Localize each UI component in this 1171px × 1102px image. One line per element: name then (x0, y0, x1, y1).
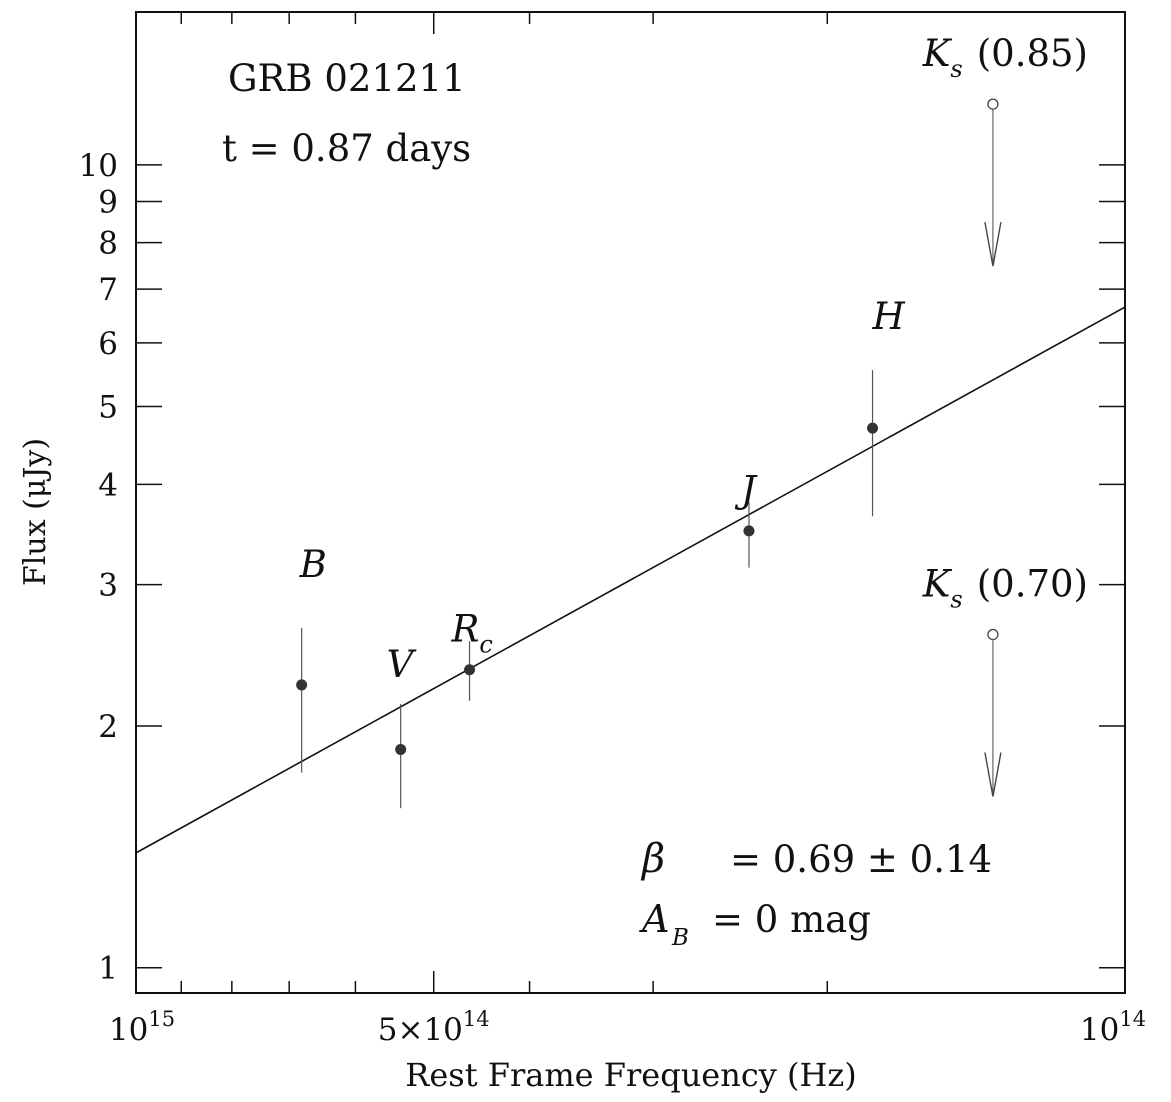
y-tick-label: 1 (98, 951, 118, 987)
upper-limit-label-1: Ks (0.85) (922, 32, 1088, 83)
data-point-r (464, 664, 476, 676)
y-tick-label: 5 (98, 390, 118, 426)
upper-limit-marker (987, 628, 999, 641)
data-point-j (743, 525, 755, 537)
y-tick-label: 3 (98, 568, 118, 604)
beta-annotation: β = 0.69 ± 0.14 (640, 836, 992, 882)
y-tick-label: 9 (98, 185, 118, 221)
band-label-v: V (387, 643, 417, 686)
y-tick-label: 2 (98, 709, 118, 745)
band-label-b: B (299, 543, 327, 586)
upper-limit-arrowhead (984, 222, 1002, 267)
band-label-j: J (734, 468, 758, 511)
upper-limit-marker (987, 98, 999, 110)
beta-value: = 0.69 ± 0.14 (730, 838, 992, 881)
fit-line-layer (135, 306, 1126, 854)
y-tick-label: 8 (98, 226, 118, 262)
data-point-b (296, 679, 308, 691)
band-label-h: H (872, 295, 906, 338)
ab-value: = 0 mag (712, 898, 871, 941)
x-tick-label: 1015 (109, 1007, 175, 1048)
x-tick-label: 5×1014 (378, 1007, 490, 1048)
x-tick-label: 1014 (1080, 1007, 1146, 1048)
band-label-r: Rc (451, 607, 493, 658)
upper-limit-label-2: Ks (0.70) (922, 563, 1088, 614)
y-tick-label: 7 (98, 272, 118, 308)
chart-title: GRB 021211 (228, 57, 466, 100)
plot-frame (135, 11, 1126, 994)
y-axis-label: Flux (μJy) (18, 438, 53, 586)
axes-layer: 1015 5×1014 1014 1 2 3 4 5 6 7 8 910 (79, 11, 1146, 1048)
ab-symbol: A (639, 897, 669, 941)
ab-subscript: B (671, 925, 689, 951)
upper-limits-layer: Ks (0.85) Ks (0.70) (922, 32, 1088, 797)
data-point-v (395, 743, 407, 755)
upper-limit-arrowhead (984, 752, 1002, 797)
data-points-layer: B V Rc J H (296, 295, 906, 809)
beta-symbol: β (640, 836, 665, 882)
y-tick-label: 10 (79, 148, 118, 184)
extinction-annotation: A B = 0 mag (639, 897, 871, 951)
y-tick-label: 4 (98, 467, 118, 503)
power-law-fit-line (135, 306, 1126, 854)
y-tick-label: 6 (98, 326, 118, 362)
data-point-h (867, 422, 879, 434)
x-axis-label: Rest Frame Frequency (Hz) (405, 1056, 857, 1094)
chart-subtitle: t = 0.87 days (222, 127, 471, 170)
